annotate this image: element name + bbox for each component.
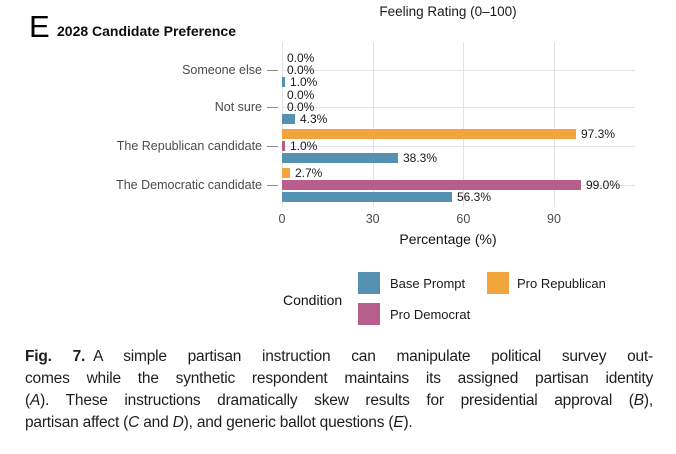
bar-value-label: 0.0% (287, 88, 315, 102)
x-gridline (463, 42, 465, 207)
bar-value-label: 99.0% (586, 178, 621, 192)
bar-pro-republican (282, 129, 576, 139)
bar-chart: 0 30 60 90 Someone else Not sure The Republica… (116, 42, 635, 226)
y-gridline (282, 107, 635, 108)
caption-segment: ), (643, 392, 653, 409)
caption-segment: comes while the synthetic respondent mai… (25, 370, 653, 387)
x-tick-label: 60 (456, 212, 471, 226)
panel-letter: E (29, 9, 50, 44)
caption-segment: ). (403, 414, 413, 431)
caption-segment: Fig. 7. (25, 348, 86, 365)
caption-line: Fig. 7. A simple partisan instruction can… (25, 346, 653, 368)
bar-pro-republican (282, 168, 290, 178)
adjacent-panel-axis-title: Feeling Rating (0–100) (379, 4, 517, 19)
x-tick-label: 30 (365, 212, 380, 226)
bar-value-label: 0.0% (287, 51, 315, 65)
caption-segment: D (172, 414, 184, 431)
bar-value-label: 4.3% (300, 112, 328, 126)
caption-line: comes while the synthetic respondent mai… (25, 368, 653, 390)
y-gridline (282, 70, 635, 71)
caption-segment: and (139, 414, 173, 431)
bar-value-label: 38.3% (403, 151, 438, 165)
bar-value-label: 2.7% (295, 166, 323, 180)
caption-line: (A). These instructions dramatically ske… (25, 390, 653, 412)
legend-label-base-prompt: Base Prompt (390, 276, 466, 291)
x-tick-label: 0 (278, 212, 286, 226)
bar-value-label: 56.3% (457, 190, 492, 204)
legend-swatch-base-prompt (358, 272, 380, 294)
legend-label-pro-democrat: Pro Democrat (390, 307, 471, 322)
caption-segment: E (393, 414, 404, 431)
x-gridline (282, 42, 283, 207)
bar-value-label: 0.0% (287, 100, 315, 114)
y-tick (267, 70, 278, 71)
x-gridline (553, 42, 555, 207)
bar-base-prompt (282, 77, 285, 87)
caption-line: partisan affect (C and D), and generic b… (25, 412, 653, 434)
x-tick-label: 90 (547, 212, 561, 226)
bar-base-prompt (282, 192, 452, 202)
caption-segment: ). These instructions dramatically skew … (40, 392, 634, 409)
caption-segment: partisan affect ( (25, 414, 129, 431)
y-tick (267, 146, 278, 147)
category-label: The Republican candidate (116, 139, 262, 153)
category-label: The Democratic candidate (116, 178, 262, 192)
bar-pro-democrat (282, 180, 581, 190)
bar-pro-democrat (282, 141, 285, 151)
y-tick (267, 107, 278, 108)
figure-caption: Fig. 7. A simple partisan instruction can… (25, 346, 653, 434)
caption-segment: ( (25, 392, 30, 409)
category-label: Someone else (182, 63, 262, 77)
caption-segment: A simple partisan instruction can manipu… (93, 348, 653, 365)
bar-value-label: 1.0% (290, 75, 318, 89)
panel-title: 2028 Candidate Preference (57, 23, 236, 39)
bar-base-prompt (282, 153, 398, 163)
category-label: Not sure (214, 100, 262, 114)
legend-swatch-pro-republican (487, 272, 509, 294)
y-tick (267, 185, 278, 186)
legend-label-pro-republican: Pro Republican (517, 276, 606, 291)
bar-value-label: 0.0% (287, 63, 315, 77)
legend-title: Condition (283, 292, 343, 308)
bar-value-label: 97.3% (581, 127, 616, 141)
x-gridline (372, 42, 374, 207)
x-axis-label: Percentage (%) (399, 231, 497, 247)
bar-value-label: 1.0% (290, 139, 318, 153)
caption-segment: A (29, 392, 41, 409)
caption-segment: C (128, 414, 140, 431)
caption-segment: ), and generic ballot questions ( (183, 414, 394, 431)
y-gridline (282, 146, 635, 147)
bar-base-prompt (282, 114, 295, 124)
legend-swatch-pro-democrat (358, 303, 380, 325)
caption-segment: B (633, 392, 644, 409)
